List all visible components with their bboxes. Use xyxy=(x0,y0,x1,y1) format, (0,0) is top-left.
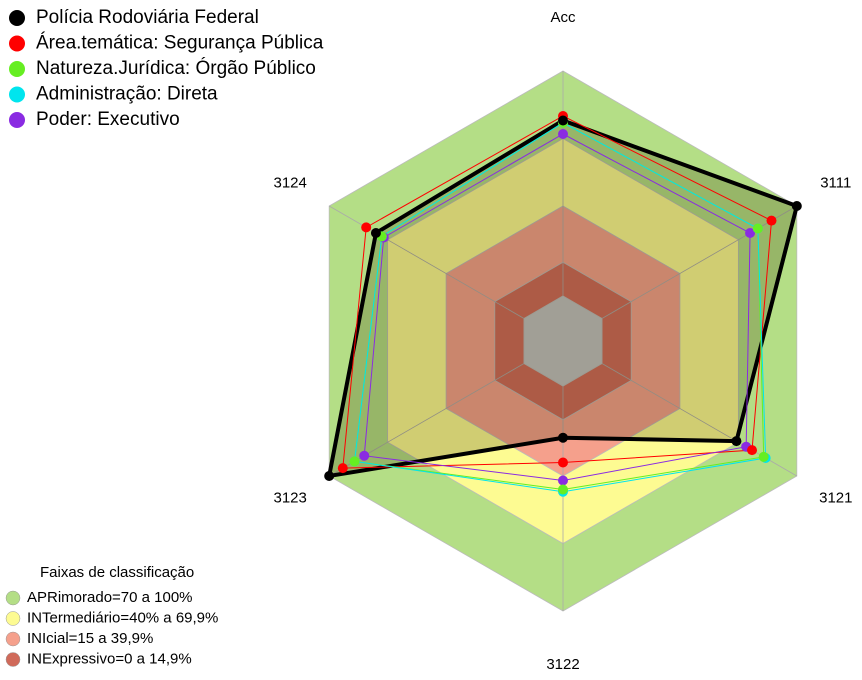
data-point xyxy=(359,450,370,461)
data-point xyxy=(349,456,360,467)
axis-label: 3111 xyxy=(820,174,851,191)
data-point xyxy=(324,471,335,481)
axis-label: 3124 xyxy=(274,174,307,191)
legend-marker xyxy=(9,10,25,26)
band-legend-label: INExpressivo=0 a 14,9% xyxy=(27,650,192,667)
legend-label: Poder: Executivo xyxy=(36,109,180,130)
axis-label: 3121 xyxy=(819,489,852,506)
data-point xyxy=(558,129,568,139)
band-legend-marker xyxy=(5,652,21,667)
data-point xyxy=(370,228,381,238)
data-point xyxy=(752,223,763,234)
data-point xyxy=(745,228,756,238)
band-legend-label: INTermediário=40% a 69,9% xyxy=(27,609,218,626)
legend-label: Área.temática: Segurança Pública xyxy=(36,33,324,54)
data-point xyxy=(747,445,758,456)
legend-marker xyxy=(9,86,25,103)
data-point xyxy=(791,201,802,211)
legend-marker xyxy=(9,35,25,52)
data-point xyxy=(558,432,568,443)
band-legend-marker xyxy=(5,611,21,626)
data-point xyxy=(558,457,568,468)
spoke xyxy=(328,205,525,319)
bands-title: Faixas de classificação xyxy=(40,564,194,581)
band-legend-label: INIcial=15 a 39,9% xyxy=(27,630,153,647)
spoke xyxy=(601,205,798,319)
legend-label: Polícia Rodoviária Federal xyxy=(36,7,259,28)
data-point xyxy=(558,475,568,486)
legend-label: Natureza.Jurídica: Órgão Público xyxy=(36,57,316,79)
data-point xyxy=(361,222,372,233)
data-point xyxy=(758,451,769,462)
legend-marker xyxy=(9,61,25,77)
band-legend-marker xyxy=(5,631,21,647)
data-point xyxy=(558,115,568,126)
axis-label: 3122 xyxy=(546,656,579,673)
legend-label: Administração: Direta xyxy=(36,84,218,105)
data-point xyxy=(731,436,742,447)
axis-label: 3123 xyxy=(274,489,307,506)
axis-label: Acc xyxy=(550,9,576,26)
band-legend-marker xyxy=(5,590,21,606)
data-point xyxy=(337,463,348,474)
legend-marker xyxy=(9,112,25,128)
data-point xyxy=(766,215,777,226)
data-point xyxy=(558,484,568,495)
band-legend-label: APRimorado=70 a 100% xyxy=(27,589,193,606)
